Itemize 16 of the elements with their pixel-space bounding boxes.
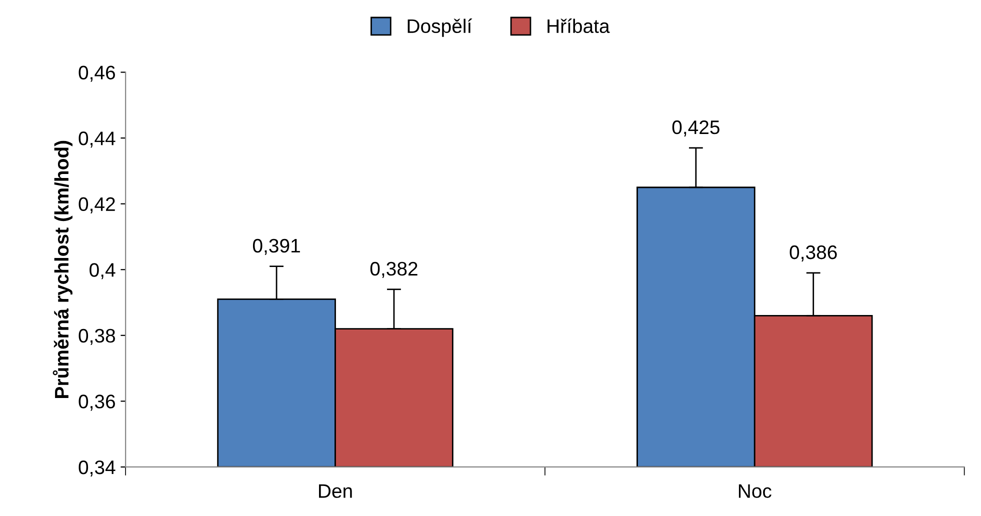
data-label: 0,386	[790, 245, 837, 262]
x-tick-label: Den	[319, 484, 352, 498]
y-tick-label: 0,36	[78, 394, 115, 411]
data-label: 0,391	[252, 238, 300, 255]
y-axis-title: Průměrná rychlost (km/hod)	[52, 140, 72, 398]
y-tick-label: 0,42	[78, 197, 115, 214]
y-tick-label: 0,34	[78, 460, 116, 477]
legend-label: Dospělí	[408, 18, 472, 37]
y-tick-label: 0,46	[78, 66, 115, 82]
y-tick-label: 0,4	[90, 263, 116, 280]
y-tick-label: 0,38	[78, 328, 116, 345]
data-label: 0,425	[672, 120, 720, 136]
y-tick-label: 0,44	[78, 132, 116, 148]
x-tick-label: Noc	[738, 484, 772, 498]
legend-label: Hříbata	[548, 18, 610, 34]
data-label: 0,382	[370, 262, 418, 278]
